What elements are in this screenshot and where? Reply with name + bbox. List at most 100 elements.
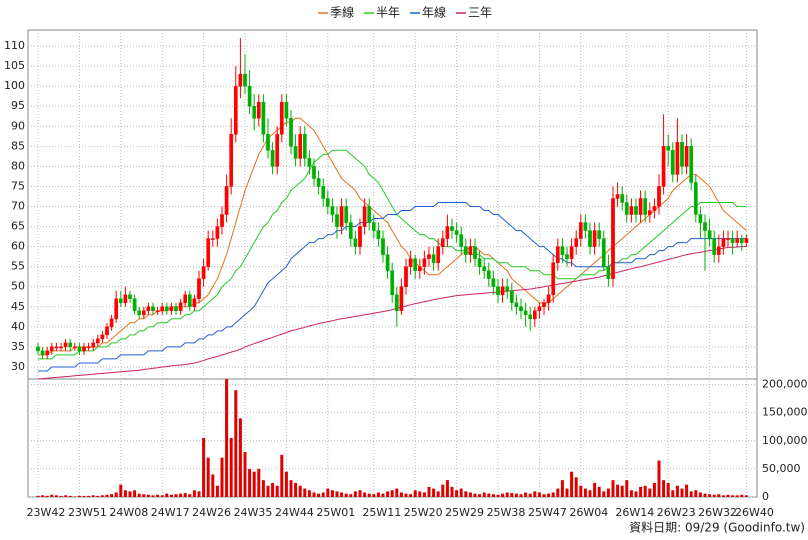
candle-body <box>54 346 59 349</box>
y-tick-label: 40 <box>11 320 25 333</box>
candle-body <box>537 306 542 312</box>
volume-bar <box>579 485 583 497</box>
x-tick-label: 26W14 <box>615 506 654 519</box>
candle-body <box>675 142 680 175</box>
y-tick-label: 45 <box>11 300 25 313</box>
candle-body <box>45 350 50 356</box>
x-tick-label: 26W23 <box>657 506 696 519</box>
x-tick-label: 24W44 <box>275 506 314 519</box>
volume-bar <box>648 488 652 497</box>
volume-bar <box>229 438 233 497</box>
volume-bar <box>165 493 169 497</box>
volume-bar <box>441 484 445 497</box>
candle-body <box>86 346 91 349</box>
volume-bar <box>427 486 431 497</box>
y2-tick-label: 150,000 <box>762 406 808 419</box>
candle-body <box>693 182 698 215</box>
volume-bar <box>234 390 238 497</box>
volume-bar <box>625 480 629 497</box>
volume-bar <box>188 494 192 497</box>
volume-bar <box>685 484 689 497</box>
volume-bar <box>450 486 454 497</box>
volume-bar <box>478 494 482 497</box>
volume-bar <box>473 493 477 497</box>
volume-bar <box>468 492 472 497</box>
candle-body <box>128 294 132 300</box>
y-tick-label: 110 <box>4 39 25 52</box>
volume-bar <box>694 490 698 497</box>
candle-body <box>174 306 178 312</box>
candle-body <box>210 238 215 240</box>
volume-bar <box>652 482 656 497</box>
volume-bar <box>146 494 150 497</box>
candle-body <box>459 234 464 247</box>
candle-body <box>413 258 418 271</box>
candle-body <box>698 214 703 223</box>
candle-body <box>555 246 560 263</box>
volume-bar <box>455 490 459 497</box>
volume-bar <box>565 488 569 497</box>
candle-body <box>739 238 744 243</box>
volume-bar <box>211 474 215 497</box>
volume-bar <box>275 485 279 497</box>
volume-bar <box>703 493 707 497</box>
volume-bar <box>367 493 371 497</box>
volume-bar <box>307 490 311 497</box>
candle-body <box>266 134 270 151</box>
volume-bar <box>353 491 357 497</box>
volume-bar <box>634 491 638 497</box>
volume-bar <box>381 493 385 497</box>
candle-body <box>36 346 40 352</box>
volume-bar <box>202 438 206 497</box>
volume-bar <box>280 454 284 497</box>
volume-bar <box>731 495 735 497</box>
candle-body <box>647 210 652 215</box>
volume-bar <box>349 494 353 497</box>
volume-bar <box>252 471 256 497</box>
volume-bar <box>257 468 261 497</box>
volume-bar <box>551 492 555 497</box>
candle-body <box>224 186 229 215</box>
volume-bar <box>303 488 307 497</box>
candle-body <box>72 346 77 349</box>
candle-body <box>634 206 638 215</box>
candle-body <box>91 342 96 348</box>
candle-body <box>680 142 684 167</box>
candle-body <box>542 302 546 308</box>
volume-bar <box>289 480 293 497</box>
candle-body <box>49 346 54 352</box>
volume-bar <box>514 493 518 497</box>
volume-bar <box>220 457 224 497</box>
volume-bar <box>662 480 666 497</box>
y-tick-label: 30 <box>11 360 25 373</box>
volume-bar <box>312 492 316 497</box>
candle-body <box>597 230 602 239</box>
candle-body <box>178 302 183 312</box>
candle-body <box>408 258 413 267</box>
y-tick-label: 80 <box>11 159 25 172</box>
volume-bar <box>41 495 45 497</box>
candle-body <box>496 286 500 296</box>
candle-body <box>183 294 188 304</box>
volume-bar <box>721 495 725 497</box>
x-tick-label: 24W08 <box>109 506 148 519</box>
volume-bar <box>620 485 624 497</box>
candle-body <box>302 134 307 159</box>
volume-bar <box>436 491 440 497</box>
volume-bar <box>225 379 229 497</box>
candle-body <box>509 290 514 304</box>
candle-body <box>463 246 468 255</box>
volume-bar <box>560 480 564 497</box>
volume-bar <box>363 492 367 497</box>
candle-body <box>514 302 519 308</box>
volume-bar <box>261 480 265 497</box>
candle-body <box>151 306 155 312</box>
candle-body <box>477 258 482 267</box>
volume-bar <box>643 485 647 497</box>
candle-body <box>643 198 648 215</box>
candle-body <box>371 222 376 231</box>
volume-bar <box>432 488 436 497</box>
candle-body <box>335 214 339 227</box>
x-tick-label: 25W38 <box>487 506 526 519</box>
